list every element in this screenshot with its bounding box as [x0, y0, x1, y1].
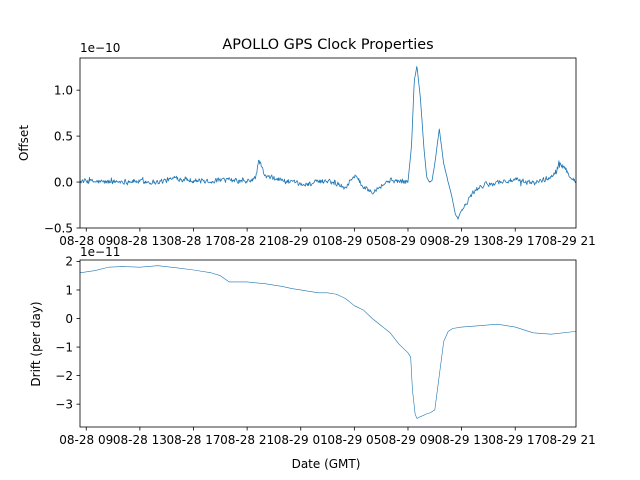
- offset-y-tick-label: 1.0: [54, 83, 73, 97]
- drift-y-tick-label: 2: [65, 255, 73, 269]
- offset-x-tick-label: 08-28 21: [220, 234, 274, 248]
- drift-x-tick-label: 08-29 09: [381, 433, 435, 447]
- drift-series-line: [79, 265, 577, 419]
- drift-x-tick-label: 08-29 01: [274, 433, 328, 447]
- offset-x-tick-label: 08-29 01: [274, 234, 328, 248]
- drift-x-tick-label: 08-29 13: [435, 433, 489, 447]
- drift-y-tick-label: −3: [55, 397, 73, 411]
- drift-y-tick-label: −1: [55, 340, 73, 354]
- offset-axes-frame: [79, 57, 577, 229]
- drift-x-tick-label: 08-28 17: [167, 433, 221, 447]
- offset-series-line: [79, 66, 577, 220]
- offset-x-tick-label: 08-28 09: [59, 234, 113, 248]
- offset-x-tick-label: 08-29 05: [327, 234, 381, 248]
- drift-axes-frame: [79, 259, 577, 428]
- offset-x-tick-label: 08-29 13: [435, 234, 489, 248]
- offset-axes: 1e−10 Offset −0.50.00.51.008-28 09 08-28 …: [17, 41, 596, 248]
- x-axis-label: Date (GMT): [292, 457, 361, 471]
- offset-scale-label: 1e−10: [80, 41, 120, 55]
- offset-y-tick-label: 0.5: [54, 129, 73, 143]
- drift-y-tick-label: 0: [65, 312, 73, 326]
- offset-x-tick-label: 08-28 17: [167, 234, 221, 248]
- drift-y-tick-label: −2: [55, 369, 73, 383]
- offset-x-tick-label: 08-29 21: [542, 234, 596, 248]
- drift-x-tick-label: 08-28 21: [220, 433, 274, 447]
- drift-x-tick-label: 08-29 05: [327, 433, 381, 447]
- drift-axis-label: Drift (per day): [29, 301, 43, 386]
- chart-title: APOLLO GPS Clock Properties: [222, 37, 433, 53]
- drift-axes: 1e−11 Drift (per day) Date (GMT) −3 −2 −1 0…: [29, 245, 596, 471]
- drift-x-tick-label: 08-29 21: [542, 433, 596, 447]
- drift-x-tick-label: 08-29 17: [488, 433, 542, 447]
- offset-axis-label: Offset: [17, 125, 31, 161]
- drift-x-tick-label: 08-28 13: [113, 433, 167, 447]
- offset-y-tick-label: −0.5: [44, 221, 73, 235]
- drift-y-tick-label: 1: [65, 283, 73, 297]
- offset-x-tick-label: 08-29 09: [381, 234, 435, 248]
- offset-x-tick-label: 08-28 13: [113, 234, 167, 248]
- offset-x-tick-label: 08-29 17: [488, 234, 542, 248]
- drift-scale-label: 1e−11: [80, 245, 120, 259]
- drift-x-tick-label: 08-28 09: [59, 433, 113, 447]
- offset-y-tick-label: 0.0: [54, 175, 73, 189]
